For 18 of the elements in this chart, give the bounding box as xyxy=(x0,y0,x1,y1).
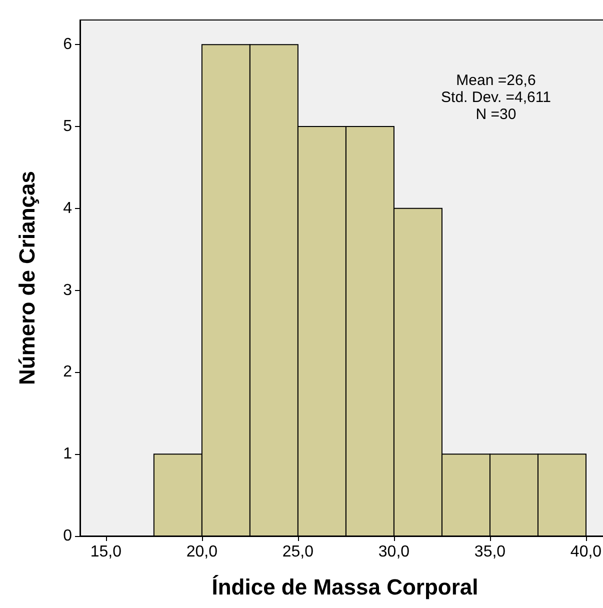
y-tick-label: 1 xyxy=(63,446,72,463)
y-tick-label: 4 xyxy=(63,200,72,217)
y-tick-label: 0 xyxy=(63,528,72,544)
y-tick-label: 2 xyxy=(63,364,72,381)
y-tick-label: 6 xyxy=(63,36,72,54)
annotation: Std. Dev. =4,611 xyxy=(441,89,551,106)
annotation: Mean =26,6 xyxy=(456,72,536,89)
x-tick-label: 25,0 xyxy=(282,544,314,560)
x-tick-label: 15,0 xyxy=(90,544,122,560)
x-tick-label: 30,0 xyxy=(378,544,410,560)
x-tick-label: 35,0 xyxy=(474,544,506,560)
annotation: N =30 xyxy=(476,106,516,123)
y-tick-label: 3 xyxy=(63,282,72,299)
y-axis-title: Número de Crianças xyxy=(14,171,40,385)
x-tick-label: 40,0 xyxy=(570,544,602,560)
y-tick-label: 5 xyxy=(63,118,72,135)
x-tick-label: 20,0 xyxy=(186,544,218,560)
x-axis-title: Índice de Massa Corporal xyxy=(212,574,478,600)
